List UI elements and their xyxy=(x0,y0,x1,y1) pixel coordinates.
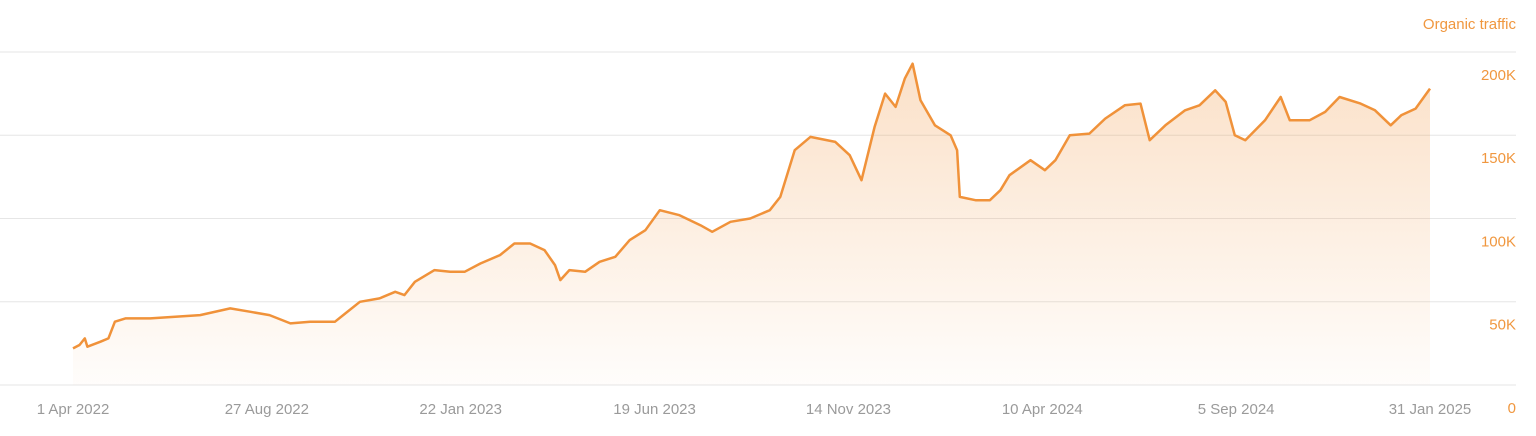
area xyxy=(73,63,1430,385)
y-tick-label: 150K xyxy=(1481,150,1516,167)
x-tick-label: 10 Apr 2024 xyxy=(1002,401,1083,418)
series-label: Organic traffic xyxy=(1423,16,1517,33)
x-tick-label: 1 Apr 2022 xyxy=(37,401,110,418)
line xyxy=(72,62,1432,350)
y-tick-label: 100K xyxy=(1481,233,1516,250)
y-tick-label: 200K xyxy=(1481,67,1516,84)
x-tick-label: 27 Aug 2022 xyxy=(225,401,309,418)
y-tick-label: 50K xyxy=(1489,317,1516,334)
x-tick-label: 31 Jan 2025 xyxy=(1389,401,1472,418)
x-tick-label: 14 Nov 2023 xyxy=(806,401,891,418)
x-tick-label: 5 Sep 2024 xyxy=(1198,401,1275,418)
x-tick-label: 22 Jan 2023 xyxy=(419,401,502,418)
y-tick-label: 0 xyxy=(1508,400,1516,417)
x-tick-label: 19 Jun 2023 xyxy=(613,401,696,418)
